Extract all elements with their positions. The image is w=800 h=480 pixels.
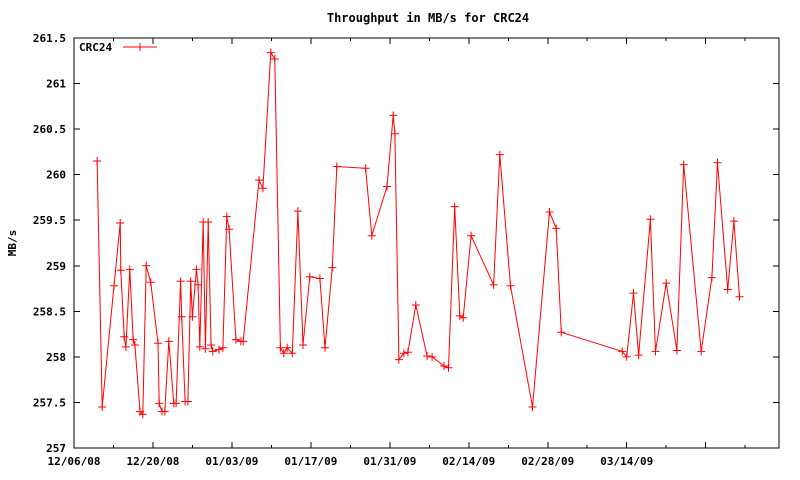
x-tick-label: 01/17/09 [284, 455, 337, 468]
y-tick-label: 258.5 [33, 305, 66, 318]
y-tick-label: 260.5 [33, 123, 66, 136]
x-tick-label: 12/20/08 [126, 455, 179, 468]
y-tick-label: 261.5 [33, 32, 66, 45]
y-tick-label: 259 [46, 260, 66, 273]
x-tick-label: 01/03/09 [205, 455, 258, 468]
y-tick-label: 260 [46, 169, 66, 182]
x-tick-label: 02/28/09 [521, 455, 574, 468]
series-line [96, 51, 740, 416]
y-tick-label: 261 [46, 78, 66, 91]
x-tick-label: 12/06/08 [48, 455, 101, 468]
y-axis-title: MB/s [6, 230, 19, 257]
x-tick-label: 02/14/09 [442, 455, 495, 468]
y-tick-label: 257 [46, 442, 66, 455]
plot-series-area [93, 48, 744, 419]
chart-title: Throughput in MB/s for CRC24 [327, 11, 529, 25]
axes-and-ticks: 12/06/08 12/20/08 01/03/09 01/17/09 01/31/09… [33, 32, 780, 468]
y-tick-label: 257.5 [33, 396, 66, 409]
legend-series-label: CRC24 [79, 41, 112, 54]
y-tick-label: 259.5 [33, 214, 66, 227]
legend-plus-marker-icon [136, 43, 144, 51]
plot-border [73, 37, 780, 449]
y-tick-label: 258 [46, 351, 66, 364]
legend: CRC24 [79, 41, 157, 54]
x-tick-label: 01/31/09 [363, 455, 416, 468]
data-point-markers [93, 48, 744, 419]
x-tick-label: 03/14/09 [600, 455, 653, 468]
